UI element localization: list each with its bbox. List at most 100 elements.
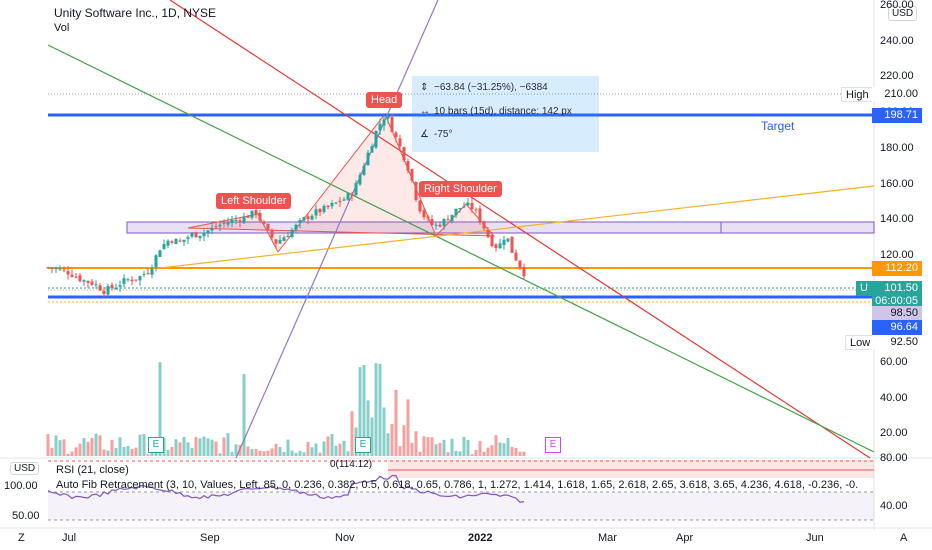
candle[interactable] (386, 116, 390, 119)
candle[interactable] (242, 216, 246, 224)
left-shoulder-label[interactable]: Left Shoulder (216, 193, 292, 209)
candle[interactable] (226, 222, 230, 225)
candle[interactable] (294, 224, 298, 230)
candle[interactable] (86, 280, 90, 283)
candle[interactable] (54, 268, 58, 270)
candle[interactable] (46, 267, 50, 269)
candle[interactable] (234, 219, 238, 221)
candle[interactable] (130, 279, 134, 282)
candle[interactable] (398, 138, 402, 147)
candle[interactable] (250, 210, 254, 218)
candle[interactable] (314, 209, 318, 216)
candle[interactable] (318, 208, 322, 213)
candle[interactable] (126, 279, 130, 281)
candle[interactable] (70, 274, 74, 277)
candle[interactable] (442, 219, 446, 226)
candle[interactable] (146, 273, 150, 275)
a-button[interactable]: A (900, 532, 908, 544)
candle[interactable] (506, 238, 510, 242)
measure-tool-box[interactable]: ⇕ −63.84 (−31.25%), −6384 ↔ 10 bars (15d),… (412, 76, 599, 152)
candle[interactable] (202, 232, 206, 237)
candle[interactable] (254, 210, 258, 215)
candle[interactable] (382, 119, 386, 126)
green-trendline[interactable] (47, 44, 875, 453)
candle[interactable] (78, 275, 82, 282)
candle[interactable] (418, 200, 422, 212)
candle[interactable] (350, 193, 354, 196)
candle[interactable] (394, 132, 398, 138)
candle[interactable] (494, 244, 498, 248)
candle[interactable] (414, 181, 418, 200)
candle[interactable] (430, 219, 434, 225)
candle[interactable] (194, 232, 198, 238)
candle[interactable] (402, 147, 406, 161)
candle[interactable] (346, 193, 350, 200)
candle[interactable] (474, 209, 478, 211)
candle[interactable] (310, 215, 314, 220)
yellow-trendline[interactable] (159, 185, 875, 269)
right-shoulder-label[interactable]: Right Shoulder (419, 181, 502, 197)
earnings-marker-2[interactable]: E (355, 437, 371, 453)
candle[interactable] (334, 202, 338, 204)
candle[interactable] (174, 238, 178, 245)
candle[interactable] (482, 221, 486, 229)
candle[interactable] (330, 203, 334, 207)
candle[interactable] (290, 229, 294, 238)
candle[interactable] (62, 269, 66, 271)
candle[interactable] (278, 239, 282, 244)
candle[interactable] (510, 236, 514, 253)
candle[interactable] (150, 268, 154, 275)
candle[interactable] (498, 243, 502, 249)
neckline-zone[interactable] (126, 221, 875, 234)
candle[interactable] (102, 290, 106, 294)
candle[interactable] (370, 146, 374, 153)
candle[interactable] (354, 183, 358, 196)
candle[interactable] (266, 223, 270, 230)
candle[interactable] (322, 205, 326, 212)
candle[interactable] (410, 169, 414, 181)
purple-trendline[interactable] (235, 0, 439, 459)
candle[interactable] (82, 280, 86, 282)
candle[interactable] (238, 220, 242, 222)
candle[interactable] (166, 240, 170, 246)
candle[interactable] (342, 199, 346, 201)
target-label[interactable]: Target (761, 119, 795, 133)
candle[interactable] (50, 267, 54, 269)
candle[interactable] (470, 202, 474, 210)
candle[interactable] (94, 284, 98, 286)
candle[interactable] (90, 281, 94, 285)
red-trendline[interactable] (169, 0, 871, 459)
candle[interactable] (426, 216, 430, 219)
candle[interactable] (358, 174, 362, 185)
candle[interactable] (118, 285, 122, 287)
candle[interactable] (114, 287, 118, 290)
candle[interactable] (222, 222, 226, 224)
candle[interactable] (338, 200, 342, 202)
candle[interactable] (282, 237, 286, 241)
head-label[interactable]: Head (366, 92, 403, 108)
candle[interactable] (106, 286, 110, 295)
candle[interactable] (286, 236, 290, 238)
candle[interactable] (302, 217, 306, 221)
candle[interactable] (326, 205, 330, 208)
candle[interactable] (478, 208, 482, 222)
candle[interactable] (142, 274, 146, 276)
candle[interactable] (446, 219, 450, 221)
candle[interactable] (186, 237, 190, 239)
candle[interactable] (258, 212, 262, 221)
candle[interactable] (246, 216, 250, 218)
candle[interactable] (378, 123, 382, 131)
candle[interactable] (158, 250, 162, 257)
earnings-marker-3[interactable]: E (545, 437, 561, 453)
candle[interactable] (450, 214, 454, 222)
candle[interactable] (218, 224, 222, 227)
candle[interactable] (462, 206, 466, 208)
candle[interactable] (98, 285, 102, 291)
candle[interactable] (138, 276, 142, 281)
candle[interactable] (162, 244, 166, 250)
candle[interactable] (502, 239, 506, 246)
candle[interactable] (454, 208, 458, 216)
candle[interactable] (170, 241, 174, 243)
candle[interactable] (374, 130, 378, 148)
